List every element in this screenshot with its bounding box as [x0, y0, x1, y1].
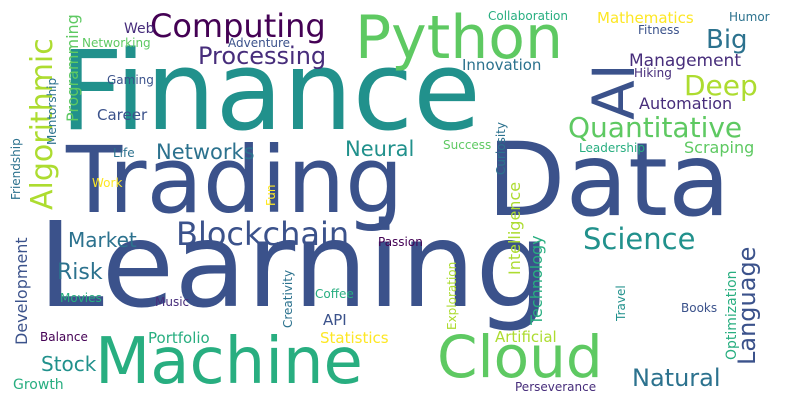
word-work: Work: [92, 176, 123, 190]
word-growth: Growth: [13, 377, 64, 393]
word-natural: Natural: [632, 364, 721, 392]
word-api: API: [323, 311, 347, 329]
word-intelligence: Intelligence: [505, 181, 524, 275]
word-artificial: Artificial: [495, 328, 557, 346]
word-coffee: Coffee: [315, 287, 354, 301]
word-neural: Neural: [345, 137, 415, 161]
word-risk: Risk: [57, 260, 103, 285]
word-humor: Humor: [729, 10, 770, 24]
word-automation: Automation: [639, 94, 733, 113]
word-big: Big: [706, 25, 748, 55]
word-fitness: Fitness: [638, 23, 680, 37]
word-stock: Stock: [41, 352, 97, 376]
word-success: Success: [443, 138, 492, 152]
word-books: Books: [681, 301, 718, 315]
word-exploration: Exploration: [445, 261, 459, 330]
word-adventure: Adventure: [228, 36, 291, 50]
word-movies: Movies: [60, 291, 102, 305]
word-technology: Technology: [527, 235, 546, 325]
word-life: Life: [113, 146, 135, 160]
word-perseverance: Perseverance: [515, 380, 597, 394]
word-market: Market: [68, 228, 137, 252]
word-data: Data: [487, 121, 731, 240]
word-travel: Travel: [614, 285, 628, 321]
word-computing: Computing: [150, 7, 326, 45]
word-finance: Finance: [60, 27, 481, 155]
word-balance: Balance: [40, 330, 88, 344]
word-development: Development: [12, 237, 31, 345]
word-machine: Machine: [95, 325, 363, 399]
word-innovation: Innovation: [462, 56, 542, 74]
word-hiking: Hiking: [634, 66, 672, 80]
word-statistics: Statistics: [320, 329, 389, 347]
word-science: Science: [583, 222, 696, 256]
word-web: Web: [124, 21, 155, 37]
word-mathematics: Mathematics: [597, 9, 694, 27]
word-processing: Processing: [198, 42, 327, 70]
word-gaming: Gaming: [107, 73, 154, 87]
word-passion: Passion: [378, 235, 423, 249]
word-learning: Learning: [38, 196, 551, 334]
word-leadership: Leadership: [579, 141, 645, 155]
word-creativity: Creativity: [281, 269, 295, 328]
word-optimization: Optimization: [724, 270, 740, 360]
word-management: Management: [629, 51, 741, 71]
word-collaboration: Collaboration: [488, 9, 568, 23]
word-python: Python: [355, 3, 563, 73]
word-mentorship: Mentorship: [45, 77, 59, 145]
word-music: Music: [155, 295, 190, 309]
word-networks: Networks: [156, 140, 255, 164]
word-networking: Networking: [82, 36, 151, 50]
word-curiosity: Curiosity: [494, 122, 508, 175]
word-portfolio: Portfolio: [148, 329, 210, 347]
word-deep: Deep: [684, 69, 758, 102]
word-career: Career: [97, 106, 148, 124]
word-programming: Programming: [63, 14, 82, 122]
word-scraping: Scraping: [684, 138, 755, 157]
word-friendship: Friendship: [9, 138, 23, 200]
word-cloud: Cloud: [437, 323, 603, 391]
word-trading: Trading: [66, 127, 404, 234]
word-blockchain: Blockchain: [176, 215, 350, 253]
word-ai: AI: [580, 63, 648, 120]
word-quantitative: Quantitative: [568, 111, 743, 144]
word-fun: Fun: [264, 184, 278, 206]
